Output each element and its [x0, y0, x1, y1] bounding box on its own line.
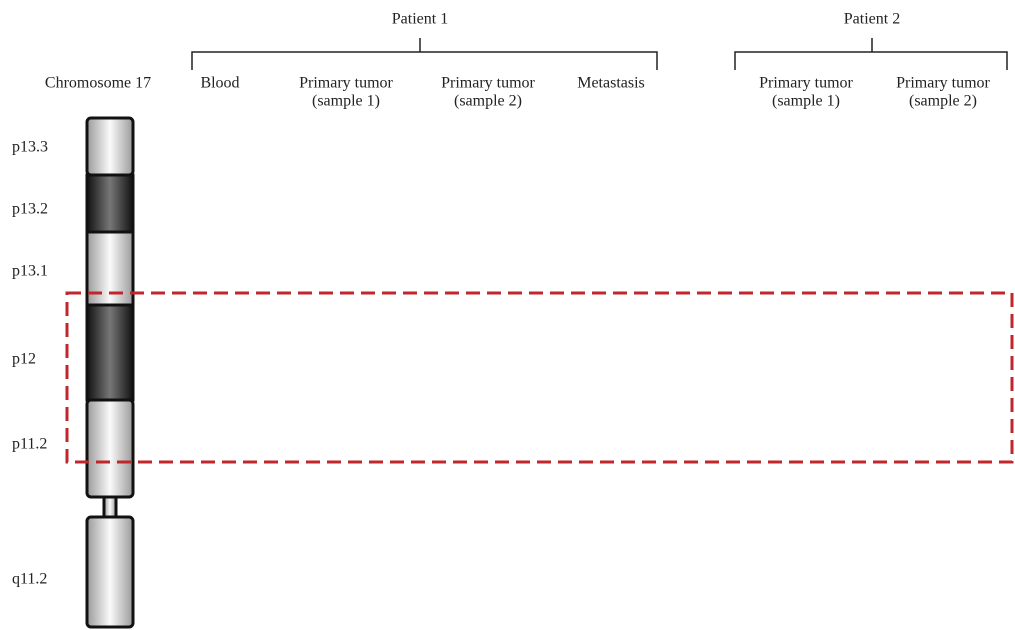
band	[87, 400, 133, 497]
page: Patient 1 Patient 2 Chromosome 17 Blood …	[0, 0, 1015, 630]
band	[87, 517, 133, 627]
sample-label: (sample 1)	[772, 93, 840, 110]
sample-label: Primary tumor	[896, 75, 990, 92]
sample-label: Blood	[200, 75, 239, 92]
sample-label: (sample 2)	[909, 93, 977, 110]
patient-label: Patient 1	[392, 11, 448, 28]
band-label: p12	[12, 351, 36, 368]
band	[87, 305, 133, 400]
highlight-region	[67, 293, 1012, 462]
centromere	[104, 497, 116, 517]
chromosome-ideogram	[87, 118, 133, 627]
sample-label: Primary tumor	[299, 75, 393, 92]
sample-label: Metastasis	[577, 75, 645, 92]
sample-label: Primary tumor	[441, 75, 535, 92]
sample-label: Primary tumor	[759, 75, 853, 92]
band	[87, 118, 133, 175]
patient-label: Patient 2	[844, 11, 900, 28]
band	[87, 175, 133, 232]
chromosome-label: Chromosome 17	[45, 75, 151, 92]
band-label: p13.1	[12, 263, 48, 280]
band-label: p13.3	[12, 139, 48, 156]
band-label: q11.2	[12, 571, 47, 588]
patient-bracket	[735, 38, 1007, 70]
figure: Patient 1 Patient 2 Chromosome 17 Blood …	[0, 0, 1015, 630]
band-label: p13.2	[12, 201, 48, 218]
patient-bracket	[192, 38, 657, 70]
sample-label: (sample 2)	[454, 93, 522, 110]
band-label: p11.2	[12, 436, 47, 453]
sample-label: (sample 1)	[312, 93, 380, 110]
